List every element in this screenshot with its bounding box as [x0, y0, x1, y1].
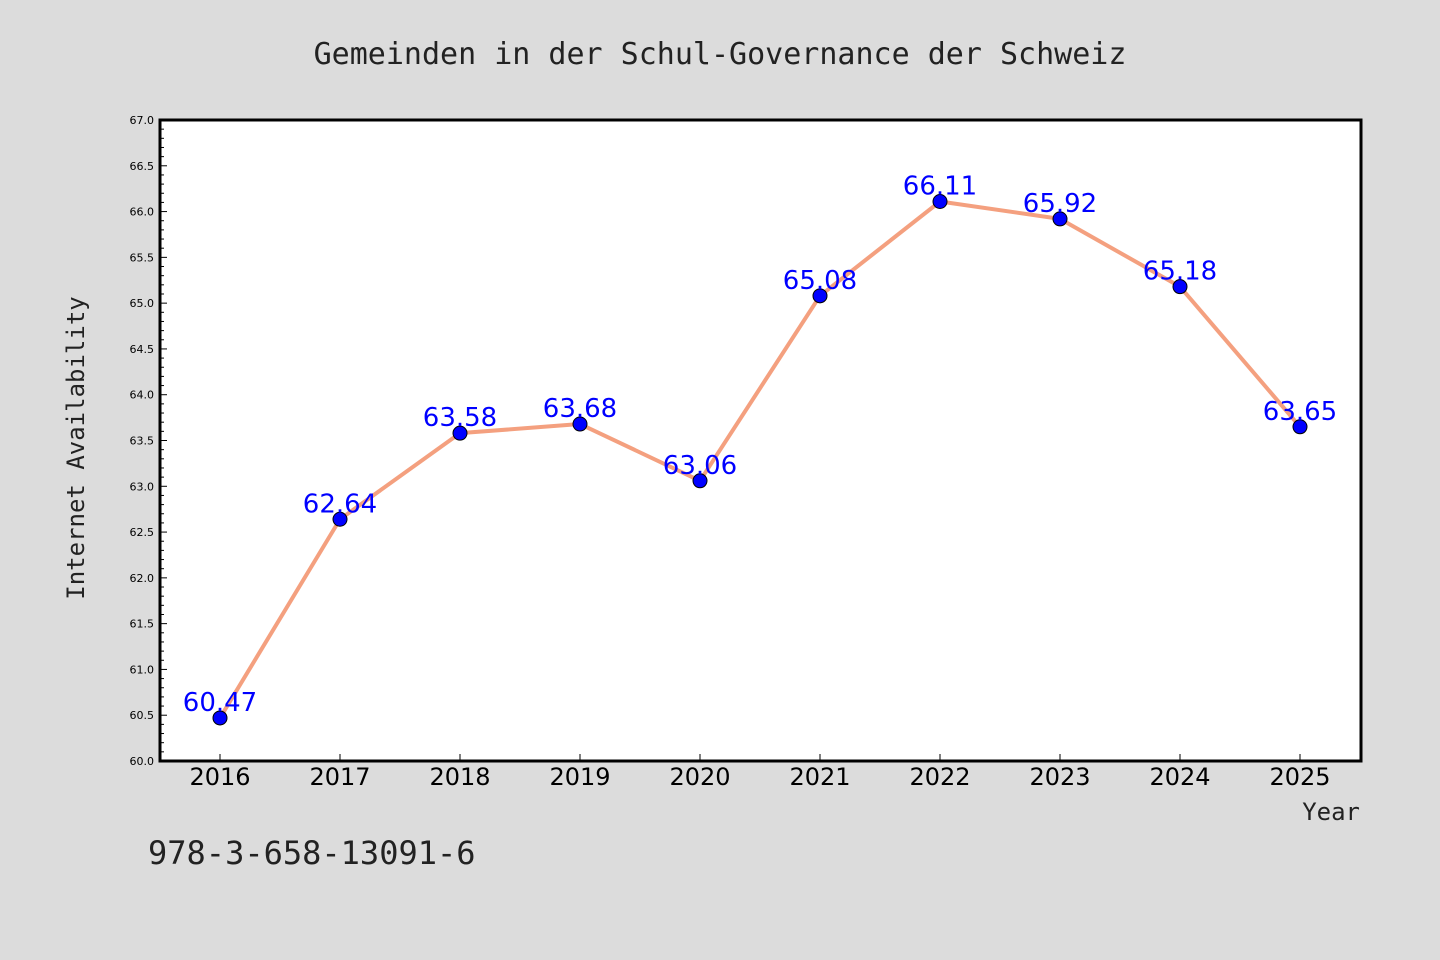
- x-tick-label: 2021: [789, 763, 850, 791]
- x-tick-label: 2017: [309, 763, 370, 791]
- y-tick-label: 66.0: [130, 206, 155, 219]
- data-label: 62.64: [303, 489, 377, 519]
- y-tick-label: 61.5: [130, 618, 155, 631]
- data-label: 65.18: [1143, 257, 1217, 287]
- data-label: 63.65: [1263, 397, 1337, 427]
- y-tick-label: 64.5: [130, 343, 155, 356]
- data-point: [932, 193, 948, 209]
- y-tick-label: 60.0: [130, 755, 155, 768]
- series-line: [218, 199, 1302, 720]
- y-tick-label: 61.0: [130, 663, 155, 676]
- data-point: [1052, 211, 1068, 227]
- data-label: 63.68: [543, 394, 617, 424]
- data-point: [452, 425, 468, 441]
- data-label: 63.06: [663, 451, 737, 481]
- x-axis: 2016 2017 2018 2019 2020 2021 2022 2023 2024 2025: [189, 754, 1331, 791]
- data-label: 65.92: [1023, 189, 1097, 219]
- y-tick-label: 65.5: [130, 251, 155, 264]
- data-point: [1292, 419, 1308, 435]
- y-axis-title: Internet Availability: [62, 296, 90, 599]
- y-tick-label: 62.0: [130, 572, 155, 585]
- data-point: [812, 288, 828, 304]
- chart-title: Gemeinden in der Schul-Governance der Sc…: [314, 37, 1127, 72]
- x-tick-label: 2019: [549, 763, 610, 791]
- data-points-group: [212, 193, 1308, 726]
- x-tick-label: 2024: [1149, 763, 1210, 791]
- y-tick-label: 66.5: [130, 160, 155, 173]
- x-tick-label: 2023: [1029, 763, 1090, 791]
- y-tick-label: 67.0: [130, 114, 155, 127]
- data-label: 65.08: [783, 266, 857, 296]
- x-tick-label: 2025: [1269, 763, 1330, 791]
- data-label: 60.47: [183, 688, 257, 718]
- x-tick-label: 2020: [669, 763, 730, 791]
- x-tick-label: 2022: [909, 763, 970, 791]
- data-point: [1172, 279, 1188, 295]
- isbn-text: 978-3-658-13091-6: [148, 834, 476, 872]
- y-tick-label: 64.0: [130, 389, 155, 402]
- plot-frame: [158, 118, 1363, 763]
- y-tick-label: 65.0: [130, 297, 155, 310]
- series-line-group: [218, 199, 1302, 720]
- plot-area: [160, 120, 1361, 761]
- data-label: 63.58: [423, 403, 497, 433]
- y-tick-label: 63.5: [130, 435, 155, 448]
- data-point: [332, 511, 348, 527]
- data-point: [212, 710, 228, 726]
- x-axis-title: Year: [1302, 798, 1360, 826]
- y-tick-label: 63.0: [130, 480, 155, 493]
- data-point: [692, 473, 708, 489]
- data-labels-group: 60.47 62.64 63.58 63.68 63.06 65.08 66.11 65.92…: [183, 171, 1337, 717]
- y-tick-label: 62.5: [130, 526, 155, 539]
- x-tick-label: 2016: [189, 763, 250, 791]
- x-tick-label: 2018: [429, 763, 490, 791]
- data-label: 66.11: [903, 171, 977, 201]
- y-tick-label: 60.5: [130, 709, 155, 722]
- data-point: [572, 416, 588, 432]
